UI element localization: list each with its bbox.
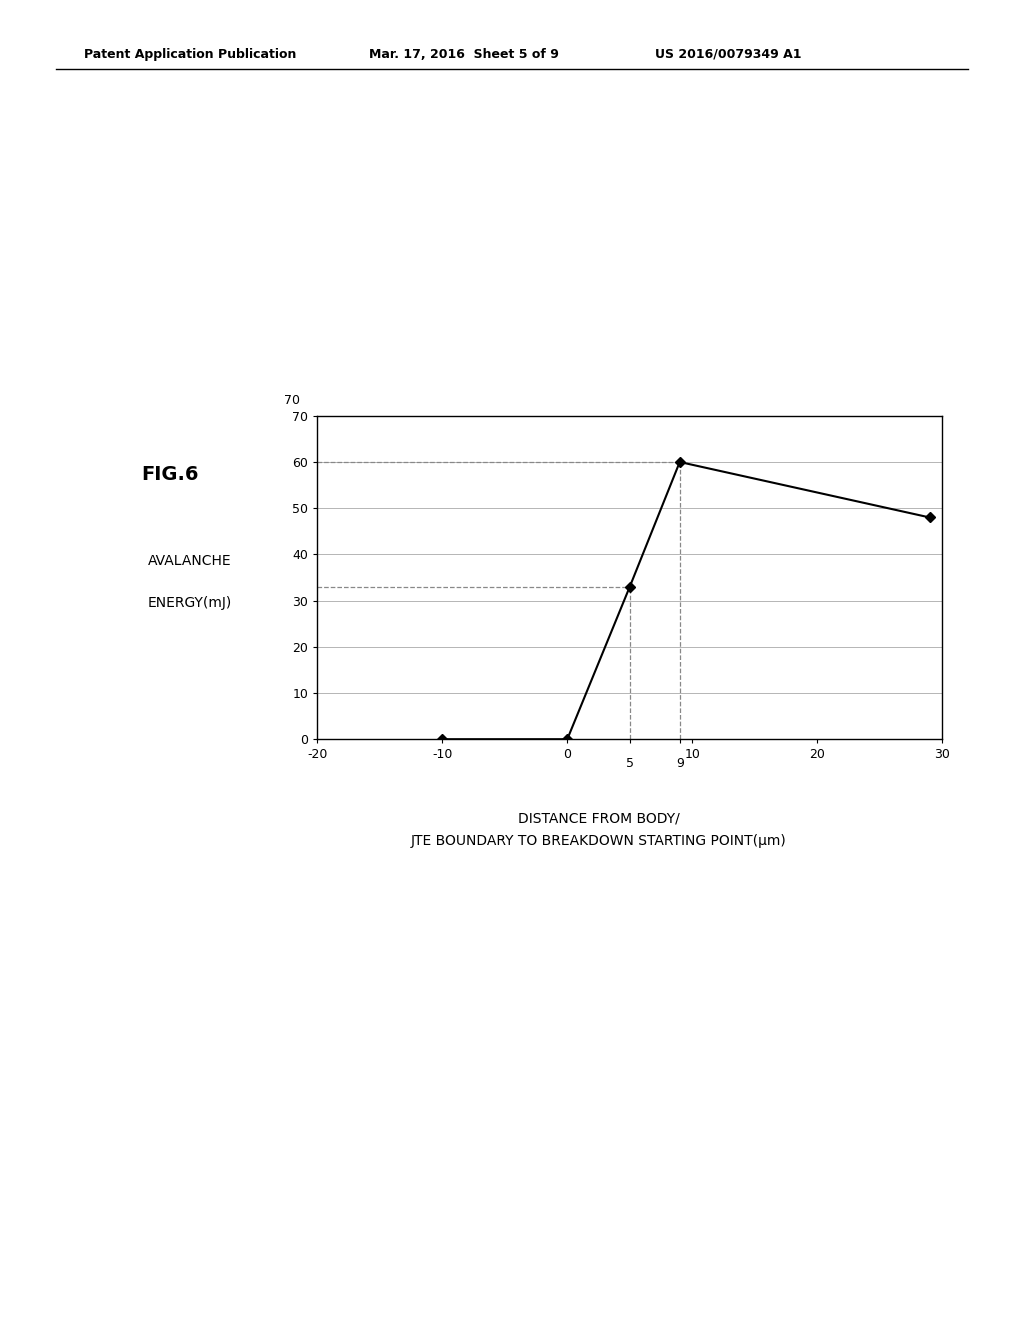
Text: 9: 9 [676, 758, 684, 771]
Text: ENERGY(mJ): ENERGY(mJ) [147, 597, 231, 610]
Text: AVALANCHE: AVALANCHE [147, 554, 231, 569]
Text: DISTANCE FROM BODY/: DISTANCE FROM BODY/ [518, 812, 679, 826]
Text: Patent Application Publication: Patent Application Publication [84, 48, 296, 61]
Text: FIG.6: FIG.6 [141, 465, 199, 483]
Text: JTE BOUNDARY TO BREAKDOWN STARTING POINT(μm): JTE BOUNDARY TO BREAKDOWN STARTING POINT… [411, 834, 786, 849]
Text: Mar. 17, 2016  Sheet 5 of 9: Mar. 17, 2016 Sheet 5 of 9 [369, 48, 558, 61]
Text: US 2016/0079349 A1: US 2016/0079349 A1 [655, 48, 802, 61]
Text: 70: 70 [285, 395, 300, 408]
Text: 5: 5 [626, 758, 634, 771]
